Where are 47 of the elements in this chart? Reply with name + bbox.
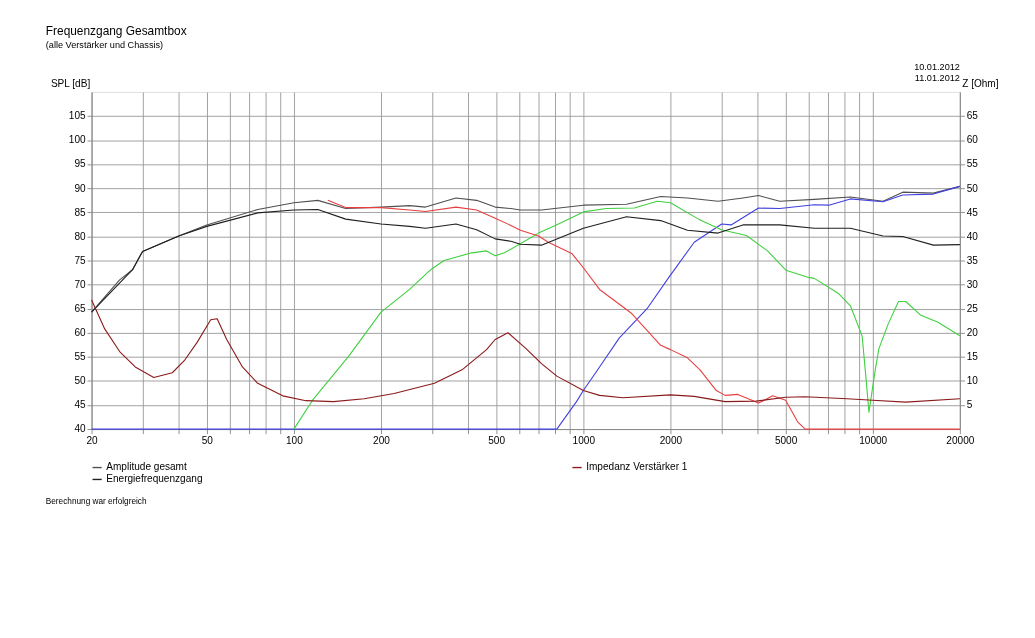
y-tick-label: 95 [74, 158, 87, 170]
legend-label: Impedanz Verstärker 1 [586, 461, 688, 473]
y2-tick-label: 10 [966, 375, 979, 387]
y2-tick-label: 35 [966, 254, 979, 266]
x-tick-label: 100 [285, 435, 304, 447]
y-tick-label: 105 [68, 110, 87, 122]
y-tick-label: 60 [74, 326, 87, 338]
x-tick-label: 1000 [572, 435, 596, 447]
chart-title: Frequenzgang Gesamtbox [45, 24, 187, 39]
y2-tick-label: 15 [966, 351, 979, 363]
y2-tick-label: 55 [966, 158, 979, 170]
y2-tick-label: 65 [966, 110, 979, 122]
y-tick-label: 80 [74, 230, 87, 242]
y2-tick-label: 50 [966, 182, 979, 194]
x-tick-label: 20000 [946, 435, 975, 447]
legend-label: Energiefrequenzgang [106, 473, 203, 485]
x-tick-label: 10000 [859, 435, 888, 447]
x-tick-label: 200 [373, 435, 391, 447]
y-tick-label: 65 [74, 302, 87, 314]
x-tick-label: 50 [201, 435, 214, 447]
y2-tick-label: 20 [966, 326, 979, 338]
y2-tick-label: 5 [966, 399, 973, 411]
x-tick-label: 500 [488, 435, 506, 447]
text: Berechnung war erfolgreich [45, 497, 147, 507]
y2-tick-label: 45 [966, 206, 979, 218]
text: 10.01.2012 [914, 62, 960, 73]
y2-tick-label: 60 [966, 134, 979, 146]
y-tick-label: 90 [74, 182, 87, 194]
legend-label: Amplitude gesamt [106, 461, 187, 473]
x-tick-label: 20 [86, 435, 99, 447]
text: 11.01.2012 [914, 73, 960, 84]
y2-tick-label: 30 [966, 278, 979, 290]
chart-subtitle: (alle Verstärker und Chassis) [45, 40, 164, 51]
x-tick-label: 2000 [659, 435, 683, 447]
x-tick-label: 5000 [774, 435, 798, 447]
y-tick-label: 45 [74, 399, 87, 411]
y2-tick-label: 25 [966, 302, 979, 314]
y-tick-label: 100 [68, 134, 87, 146]
y-axis-title: SPL [dB] [50, 77, 91, 89]
y-tick-label: 85 [74, 206, 87, 218]
y-tick-label: 70 [74, 278, 87, 290]
y-tick-label: 75 [74, 254, 87, 266]
y2-tick-label: 40 [966, 230, 979, 242]
y-tick-label: 55 [74, 351, 87, 363]
y-tick-label: 50 [74, 375, 87, 387]
y2-axis-title: Z [Ohm] [962, 77, 999, 89]
y-tick-label: 40 [74, 423, 87, 435]
